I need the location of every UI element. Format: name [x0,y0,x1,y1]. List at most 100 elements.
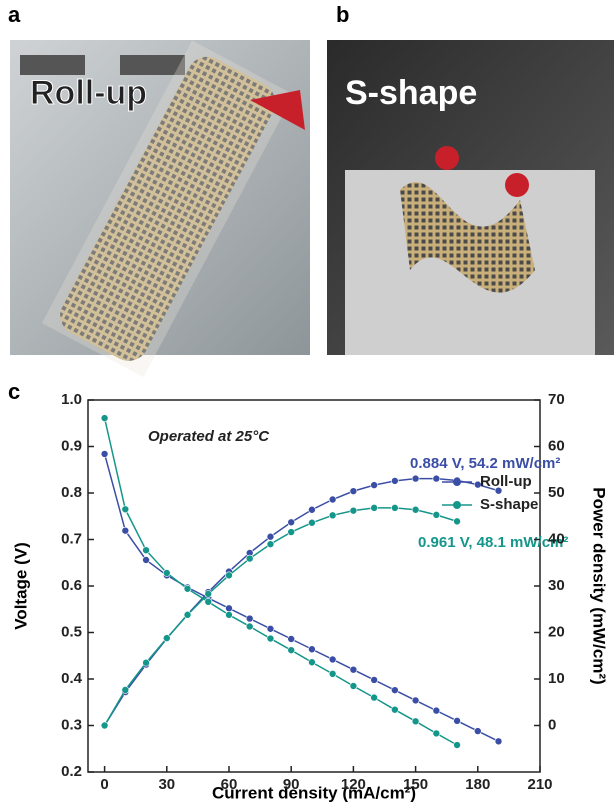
photo-terminal [435,146,459,170]
data-point [433,730,440,737]
data-point [101,450,108,457]
data-point [371,504,378,511]
data-point [163,569,170,576]
data-point [288,636,295,643]
data-point [454,717,461,724]
data-point [184,611,191,618]
data-point [205,598,212,605]
data-point [143,659,150,666]
data-point [391,504,398,511]
x-tick-label: 30 [158,776,175,793]
data-point [143,556,150,563]
data-point [143,547,150,554]
data-point [329,670,336,677]
data-point [350,507,357,514]
data-point [246,615,253,622]
photo-label: Roll-up [30,74,147,112]
y2-tick-label: 50 [548,484,565,501]
data-point [371,694,378,701]
data-point [329,496,336,503]
series-line [105,418,457,745]
legend-label: S-shape [480,496,538,513]
data-point [391,687,398,694]
y2-tick-label: 20 [548,623,565,640]
y-tick-label: 1.0 [61,391,82,408]
data-point [433,511,440,518]
photo-label: S-shape [345,74,477,112]
legend-marker [453,501,461,509]
photo-terminal [505,173,529,197]
data-point [308,646,315,653]
data-point [122,527,129,534]
data-point [433,707,440,714]
y-tick-label: 0.3 [61,716,82,733]
y2-tick-label: 10 [548,670,565,687]
page: a b Roll-up S-shape c Current density (m… [0,0,614,805]
data-point [288,647,295,654]
y-tick-label: 0.8 [61,484,82,501]
data-point [474,728,481,735]
data-point [122,686,129,693]
data-point [371,676,378,683]
data-point [371,482,378,489]
data-point [246,623,253,630]
y-axis-label: Voltage (V) [11,542,30,630]
x-tick-label: 120 [341,776,366,793]
data-point [454,518,461,525]
data-point [308,506,315,513]
panel-label: a [8,2,21,27]
data-point [225,605,232,612]
x-tick-label: 210 [527,776,552,793]
y-tick-label: 0.2 [61,763,82,780]
y-tick-label: 0.5 [61,623,82,640]
data-point [163,635,170,642]
data-point [246,555,253,562]
figure: a b Roll-up S-shape c Current density (m… [0,0,614,805]
x-tick-label: 180 [465,776,490,793]
x-axis-label: Current density (mA/cm²) [212,783,416,802]
data-point [225,572,232,579]
x-tick-label: 150 [403,776,428,793]
data-point [122,506,129,513]
data-point [308,519,315,526]
data-point [391,477,398,484]
data-point [288,529,295,536]
x-tick-label: 0 [100,776,108,793]
y2-axis-label: Power density (mW/cm²) [590,487,609,684]
photo-roll-up: Roll-up [10,40,310,377]
annotation: Operated at 25°C [148,428,270,445]
y2-tick-label: 30 [548,577,565,594]
data-point [184,585,191,592]
data-point [412,718,419,725]
series-line [105,454,499,741]
data-point [350,488,357,495]
data-point [412,475,419,482]
y2-tick-label: 70 [548,391,565,408]
y-tick-label: 0.4 [61,670,83,687]
data-point [350,682,357,689]
data-point [433,475,440,482]
data-point [495,738,502,745]
y-tick-label: 0.6 [61,577,82,594]
data-point [288,519,295,526]
x-tick-label: 60 [221,776,238,793]
y2-tick-label: 40 [548,530,565,547]
data-point [350,666,357,673]
data-point [267,541,274,548]
legend-marker [453,478,461,486]
photo-device [120,55,185,75]
series-line [105,508,457,726]
y2-tick-label: 0 [548,716,556,733]
data-point [412,697,419,704]
data-point [454,742,461,749]
data-point [267,635,274,642]
y-tick-label: 0.7 [61,530,82,547]
data-point [267,625,274,632]
data-point [101,722,108,729]
data-point [412,506,419,513]
annotation: 0.884 V, 54.2 mW/cm² [410,455,560,472]
data-point [267,533,274,540]
data-point [101,415,108,422]
data-point [329,656,336,663]
photo-device [20,55,85,75]
